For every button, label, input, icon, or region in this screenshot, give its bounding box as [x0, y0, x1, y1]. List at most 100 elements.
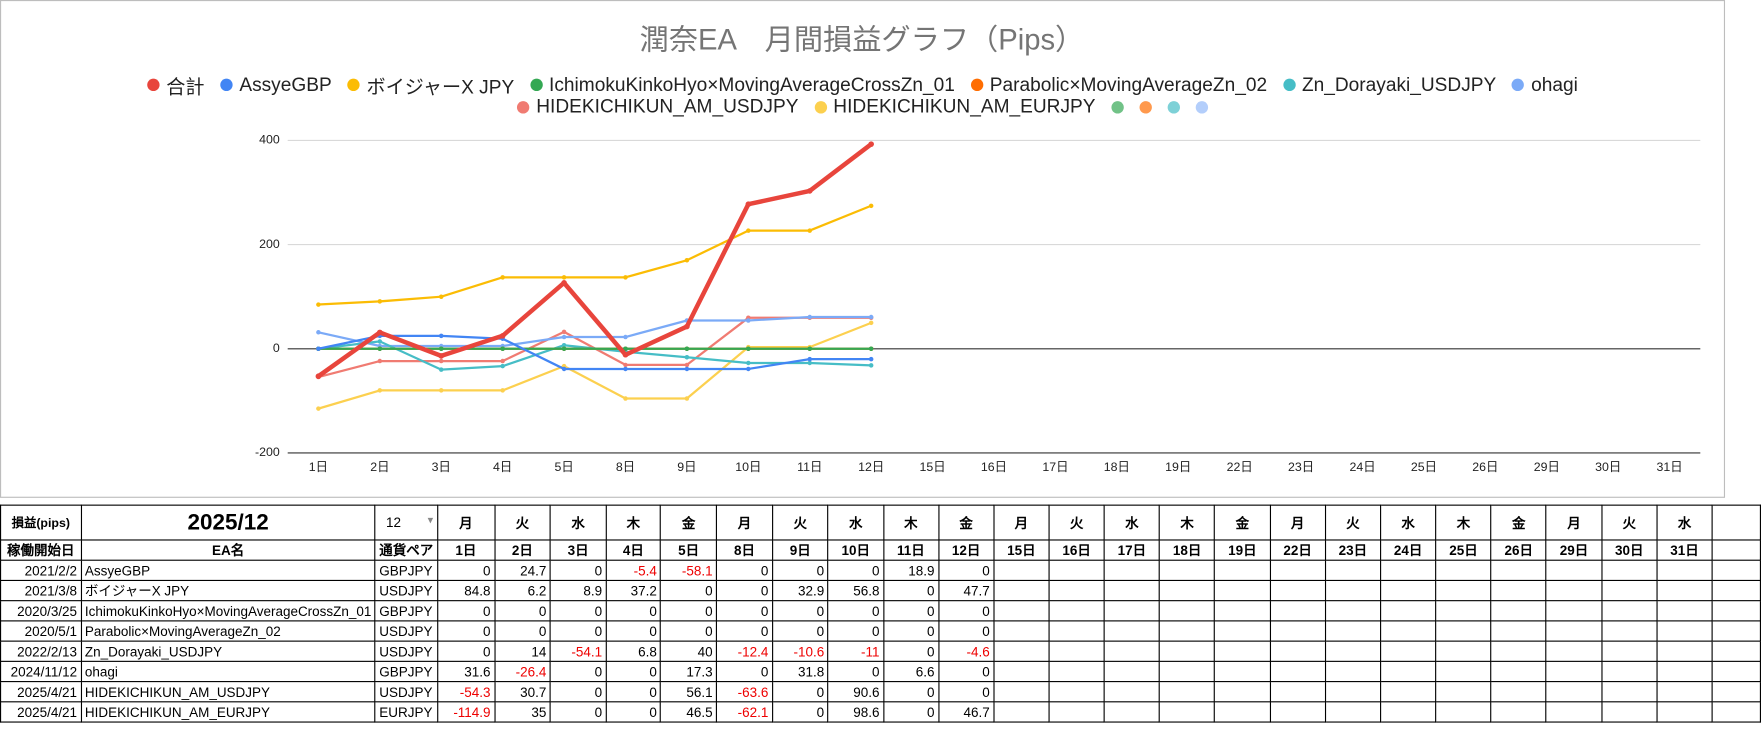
pips-value: 0 — [436, 640, 496, 662]
day-header: 3日 — [549, 539, 607, 561]
empty-cell — [1048, 600, 1105, 622]
chart-frame: 潤奈EA 月間損益グラフ（Pips） -200 0 200 400 1日 2日 3日 4日 5日… — [0, 0, 1726, 498]
empty-cell — [1601, 579, 1658, 602]
currency-pair: USDJPY — [374, 681, 438, 703]
weekday: 月 — [1545, 504, 1603, 541]
pips-value: 30.7 — [493, 681, 551, 703]
ea-name: Zn_Dorayaki_USDJPY — [80, 640, 376, 662]
series-point — [868, 356, 874, 362]
empty-cell — [1545, 600, 1603, 622]
start-date: 2020/3/25 — [0, 600, 82, 622]
pips-value: 0 — [716, 579, 773, 602]
pips-value: 0 — [937, 559, 995, 582]
weekday: 火 — [1048, 504, 1105, 541]
data-row: 2021/2/2 AssyeGBP GBPJPY 0 24.7 0 -5.4 -58.1 0 0 0… — [0, 559, 1761, 582]
empty-cell — [1711, 579, 1761, 602]
weekday: 金 — [660, 504, 718, 541]
pips-value: 0 — [882, 701, 940, 723]
legend-label: 合計 — [166, 76, 205, 98]
empty-cell — [1379, 559, 1437, 582]
weekday: 火 — [1601, 504, 1658, 541]
empty-cell — [993, 559, 1050, 582]
day-header: 19日 — [1214, 539, 1271, 561]
legend-item — [1111, 96, 1124, 118]
legend-item: 合計 — [147, 71, 204, 99]
pips-value: 56.8 — [827, 579, 884, 602]
series-point — [438, 367, 444, 372]
series-point — [684, 396, 690, 401]
pips-value: 0 — [605, 660, 662, 683]
legend-label: IchimokuKinkoHyo×MovingAverageCrossZn_01 — [549, 73, 955, 95]
pips-value: -26.4 — [493, 660, 551, 683]
y-tick-label: 0 — [273, 341, 280, 355]
series-point — [622, 351, 629, 358]
pips-value: -114.9 — [436, 701, 496, 723]
start-date: 2022/2/13 — [0, 640, 82, 662]
empty-cell — [1214, 640, 1271, 662]
empty-cell — [1214, 681, 1271, 703]
empty-cell — [1490, 701, 1547, 723]
weekday: 火 — [1324, 504, 1382, 541]
series-point — [499, 333, 506, 339]
pips-value: 46.5 — [660, 701, 718, 723]
empty-cell — [1158, 660, 1216, 683]
pips-value: 0 — [882, 620, 940, 642]
empty-cell — [1601, 701, 1658, 723]
x-tick-label: 24日 — [1349, 460, 1375, 474]
legend-row: HIDEKICHIKUN_AM_USDJPY HIDEKICHIKUN_AM_EU… — [1, 96, 1724, 118]
empty-cell — [1269, 579, 1326, 602]
pips-value: -54.1 — [549, 640, 607, 662]
legend-swatch — [517, 100, 530, 113]
empty-cell — [993, 660, 1050, 683]
pips-value: 0 — [605, 681, 662, 703]
pips-value: 0 — [605, 701, 662, 723]
legend-swatch — [1282, 78, 1296, 92]
empty-cell — [1158, 600, 1216, 622]
series-point — [868, 314, 874, 320]
legend-swatch — [347, 78, 360, 92]
empty-cell — [1269, 640, 1326, 662]
legend-swatch — [529, 78, 543, 92]
pips-value: 0 — [937, 681, 995, 703]
empty-cell — [1490, 559, 1547, 582]
series-point — [500, 388, 505, 393]
series-point — [623, 275, 628, 280]
empty-cell — [1324, 701, 1382, 723]
legend-item: HIDEKICHIKUN_AM_USDJPY — [517, 96, 798, 118]
series-point — [561, 275, 567, 280]
empty-cell — [1435, 559, 1492, 582]
empty-cell — [1103, 559, 1161, 582]
empty-cell — [1379, 579, 1437, 602]
pips-value: 0 — [937, 600, 995, 622]
series-point — [623, 366, 628, 372]
series-point — [868, 346, 874, 352]
empty-cell — [1711, 660, 1761, 683]
empty-cell — [1269, 559, 1326, 582]
empty-cell — [1545, 579, 1603, 602]
day-header: 18日 — [1158, 539, 1216, 561]
ea-name: ボイジャーX JPY — [80, 579, 376, 602]
pips-value: 0 — [827, 600, 884, 622]
weekday: 火 — [771, 504, 829, 541]
series-point — [316, 346, 321, 352]
series-point — [623, 396, 628, 401]
pips-value: 18.9 — [882, 559, 940, 582]
currency-pair: USDJPY — [374, 579, 438, 602]
series-point — [316, 330, 321, 335]
empty-cell — [1103, 701, 1161, 723]
x-tick-label: 10日 — [735, 460, 761, 474]
legend-swatch — [1167, 100, 1180, 113]
series-point — [561, 366, 567, 372]
legend-swatch — [1511, 78, 1525, 92]
empty-cell — [1324, 620, 1382, 642]
empty-cell — [1214, 701, 1271, 723]
legend-swatch — [220, 78, 233, 92]
pips-value: 0 — [771, 620, 829, 642]
empty-cell — [1656, 640, 1713, 662]
legend-label: ボイジャーX JPY — [366, 76, 515, 98]
series-point — [684, 366, 690, 372]
x-tick-label: 5日 — [554, 460, 573, 474]
series-point — [684, 362, 690, 368]
start-date: 2024/11/12 — [0, 660, 82, 683]
weekday: 水 — [549, 504, 607, 541]
